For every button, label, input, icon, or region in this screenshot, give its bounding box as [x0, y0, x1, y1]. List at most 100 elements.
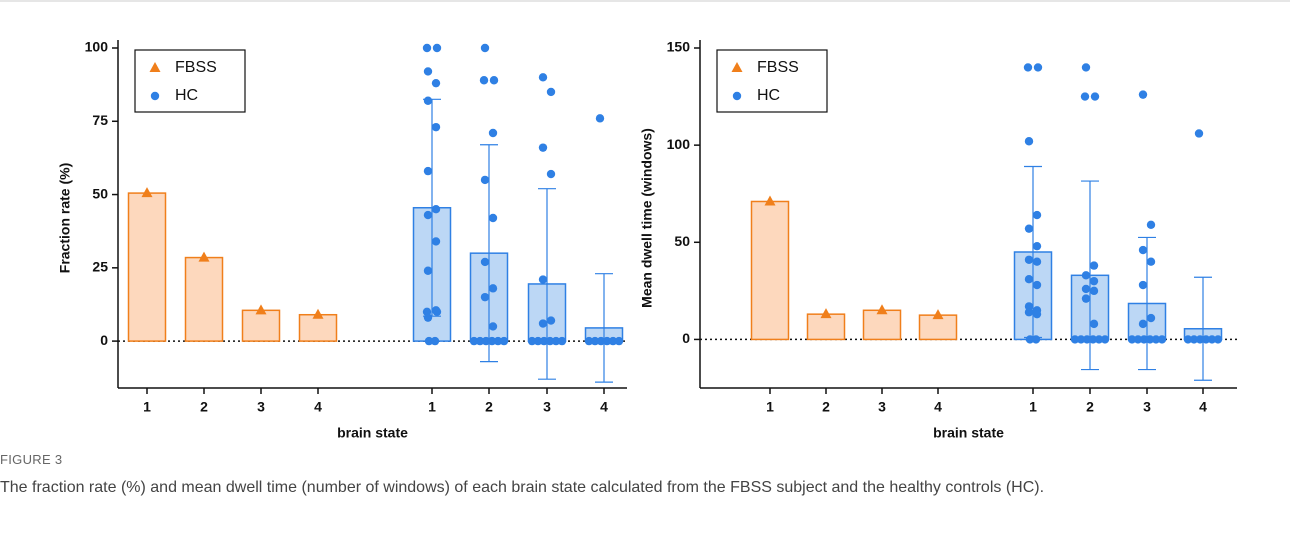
data-point — [602, 336, 612, 346]
data-point — [1032, 241, 1042, 251]
mean-marker — [312, 308, 324, 319]
data-point — [546, 316, 556, 325]
data-point — [1089, 286, 1099, 296]
data-point — [499, 336, 509, 346]
data-point — [1138, 319, 1148, 329]
data-point — [1076, 335, 1086, 344]
x-tick-label: 2 — [200, 399, 208, 415]
data-point — [1189, 335, 1199, 344]
data-point — [1138, 90, 1148, 99]
data-point — [1100, 335, 1110, 344]
data-point — [1138, 280, 1148, 290]
data-point — [1213, 335, 1223, 344]
data-point — [475, 336, 485, 346]
data-point — [1024, 302, 1034, 311]
data-point — [1033, 63, 1043, 72]
bar — [127, 192, 167, 342]
data-point — [539, 336, 549, 346]
x-axis-label: brain state — [933, 425, 1004, 440]
data-point — [1195, 335, 1205, 344]
mean-marker — [198, 251, 210, 262]
bar — [862, 309, 902, 341]
mean-marker — [764, 195, 776, 206]
error-bar — [1194, 276, 1212, 381]
x-tick-label: 4 — [314, 399, 322, 415]
data-point — [1207, 335, 1217, 344]
figure-label: FIGURE 3 — [0, 452, 63, 467]
x-tick-label: 3 — [257, 399, 265, 415]
data-point — [1183, 335, 1193, 344]
y-tick-label: 75 — [92, 112, 108, 128]
data-point — [488, 322, 498, 331]
data-point — [546, 87, 556, 97]
x-tick-label: 4 — [600, 399, 608, 415]
data-point — [423, 266, 433, 275]
data-point — [538, 73, 548, 82]
error-bar — [595, 273, 613, 383]
error-bar — [538, 188, 556, 380]
x-tick-label: 1 — [1029, 399, 1037, 415]
data-point — [423, 166, 433, 176]
mean-marker — [255, 304, 267, 315]
data-point — [1081, 271, 1091, 280]
y-tick-label: 100 — [85, 39, 109, 55]
data-point — [527, 336, 537, 346]
legend-marker — [149, 62, 161, 72]
data-point — [488, 284, 498, 293]
data-point — [614, 336, 624, 346]
data-point — [1032, 309, 1042, 319]
data-point — [1024, 137, 1034, 146]
legend-label: FBSS — [175, 59, 217, 76]
data-point — [1023, 63, 1033, 72]
data-point — [1082, 335, 1092, 344]
y-axis-label: Fraction rate (%) — [57, 163, 73, 273]
x-tick-label: 3 — [543, 399, 551, 415]
bar — [298, 313, 338, 342]
data-point — [1139, 335, 1149, 344]
y-tick-label: 50 — [674, 233, 690, 249]
data-point — [596, 336, 606, 346]
data-point — [1094, 335, 1104, 344]
x-tick-label: 4 — [1199, 399, 1207, 415]
error-bar — [1138, 236, 1156, 371]
data-point — [1138, 245, 1148, 255]
legend-label: FBSS — [757, 59, 799, 76]
data-point — [1089, 276, 1099, 286]
data-point — [538, 319, 548, 328]
data-point — [1146, 313, 1156, 323]
data-point — [608, 336, 618, 346]
data-point — [479, 76, 489, 85]
data-point — [1081, 284, 1091, 294]
data-point — [1025, 335, 1035, 344]
data-point — [431, 122, 441, 132]
mean-marker — [876, 304, 888, 315]
data-point — [480, 257, 490, 267]
legend-marker — [732, 91, 742, 101]
data-point — [1090, 92, 1100, 101]
data-point — [487, 336, 497, 346]
data-point — [431, 78, 441, 88]
data-point — [1031, 335, 1041, 344]
data-point — [432, 307, 442, 316]
data-point — [590, 336, 600, 346]
data-point — [480, 43, 490, 53]
data-point — [1024, 275, 1034, 284]
data-point — [538, 275, 548, 284]
data-point — [469, 336, 479, 346]
x-tick-label: 3 — [1143, 399, 1151, 415]
x-axis-label: brain state — [337, 425, 408, 440]
data-point — [1201, 335, 1211, 344]
bar — [184, 256, 224, 342]
data-point — [423, 67, 433, 76]
data-point — [1088, 335, 1098, 344]
data-point — [1070, 335, 1080, 344]
data-point — [1146, 220, 1156, 229]
data-point — [488, 128, 498, 138]
y-tick-label: 0 — [100, 332, 108, 348]
data-point — [1194, 129, 1204, 138]
figure-caption: The fraction rate (%) and mean dwell tim… — [0, 479, 1045, 496]
data-point — [423, 313, 433, 322]
mean-marker — [141, 187, 153, 198]
data-point — [1081, 294, 1091, 303]
